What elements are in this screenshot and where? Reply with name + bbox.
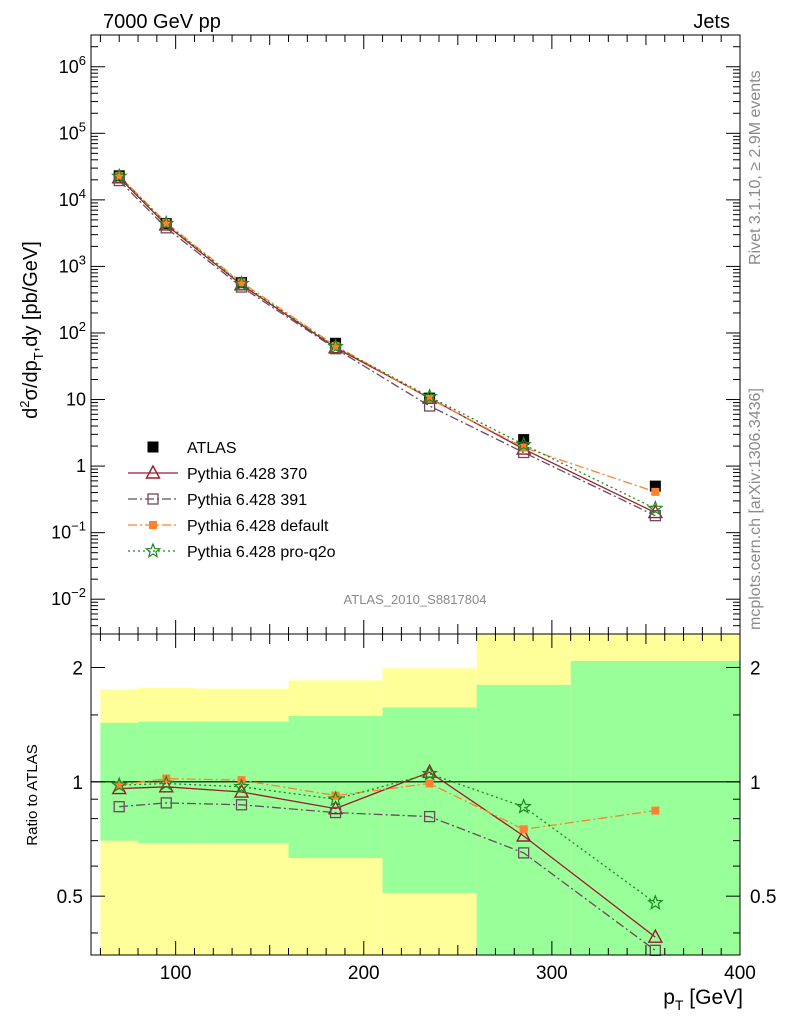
legend-label-pq2o: Pythia 6.428 pro-q2o bbox=[187, 544, 336, 561]
main-series-line-p370 bbox=[118, 177, 656, 514]
mcplots-label: mcplots.cern.ch [arXiv:1306.3436] bbox=[747, 388, 764, 630]
ratio-point-p391 bbox=[329, 806, 342, 819]
ratio-band-inner bbox=[288, 716, 383, 859]
main-y-tick-label: 10−2 bbox=[51, 585, 86, 609]
main-point-pq2o bbox=[421, 388, 438, 404]
main-point-pq2o bbox=[233, 275, 250, 291]
ratio-point-pq2o bbox=[233, 778, 250, 794]
legend-label-p391: Pythia 6.428 391 bbox=[187, 492, 307, 509]
legend-label-atlas: ATLAS bbox=[187, 440, 237, 457]
legend-label-p370: Pythia 6.428 370 bbox=[187, 466, 307, 483]
ratio-point-p391 bbox=[113, 801, 125, 813]
legend-marker-p391 bbox=[147, 493, 159, 505]
main-y-tick-label: 10 bbox=[66, 390, 86, 410]
ratio-point-pq2o bbox=[421, 765, 438, 781]
ratio-point-pq2o bbox=[327, 790, 344, 807]
main-y-tick-label: 103 bbox=[59, 252, 86, 276]
x-tick-label: 100 bbox=[160, 963, 192, 984]
main-point-pq2o bbox=[157, 214, 175, 231]
legend: ATLAS Pythia 6.428 370 Pythia 6.428 391 Pyt… bbox=[128, 440, 336, 561]
main-point-pq2o bbox=[327, 338, 344, 354]
main-point-pdefault bbox=[237, 278, 246, 287]
ratio-frame bbox=[90, 633, 741, 956]
ratio-point-pdefault bbox=[331, 791, 340, 800]
legend-marker-pq2o bbox=[144, 542, 162, 559]
ratio-point-pq2o bbox=[111, 776, 128, 793]
ratio-y-axis-label: Ratio to ATLAS bbox=[24, 744, 41, 845]
ratio-point-pdefault bbox=[425, 779, 434, 788]
main-point-pq2o bbox=[111, 167, 128, 184]
ratio-point-pdefault bbox=[651, 806, 660, 815]
x-tick-label: 200 bbox=[348, 963, 380, 984]
main-point-atlas bbox=[649, 480, 661, 492]
header-beam-label: 7000 GeV pp bbox=[103, 11, 221, 33]
legend-marker-atlas bbox=[147, 441, 159, 453]
ratio-point-p391 bbox=[518, 847, 530, 859]
ratio-band-inner bbox=[382, 707, 477, 893]
ratio-point-pq2o bbox=[647, 894, 664, 910]
ratio-point-pq2o bbox=[157, 774, 175, 791]
ratio-point-pdefault bbox=[519, 825, 528, 834]
ratio-point-p391 bbox=[235, 799, 248, 811]
main-y-axis-label: d2σ/dpT,dy [pb/GeV] bbox=[17, 241, 46, 419]
ratio-band-inner bbox=[476, 684, 571, 955]
ratio-y-tick-label: 2 bbox=[72, 658, 83, 679]
main-series-line-pq2o bbox=[118, 175, 656, 510]
main-point-pdefault bbox=[651, 487, 660, 496]
rivet-version-label: Rivet 3.1.10, ≥ 2.9M events bbox=[747, 70, 764, 265]
ratio-panel: 0.5 0.5 1 1 2 2 100 200 300 400 bbox=[57, 633, 776, 984]
ratio-y-tick-label: 0.5 bbox=[57, 887, 83, 908]
main-point-pdefault bbox=[162, 218, 171, 227]
x-tick-label: 300 bbox=[536, 963, 568, 984]
ratio-y-tick-label-right: 1 bbox=[750, 773, 761, 794]
ratio-point-pdefault bbox=[162, 774, 171, 783]
ratio-series-line-p391 bbox=[119, 802, 656, 951]
header-observable-label: Jets bbox=[693, 11, 730, 33]
main-y-tick-label: 105 bbox=[59, 119, 86, 143]
ratio-point-pdefault bbox=[115, 781, 124, 790]
ratio-point-pq2o bbox=[515, 798, 532, 814]
ratio-y-tick-label: 1 bbox=[72, 773, 83, 794]
ratio-y-tick-label-right: 0.5 bbox=[750, 887, 776, 908]
main-point-pdefault bbox=[115, 171, 124, 180]
x-tick-label: 400 bbox=[724, 963, 756, 984]
ratio-point-p370 bbox=[647, 928, 664, 943]
x-axis-label: pT [GeV] bbox=[663, 986, 743, 1013]
main-point-pdefault bbox=[425, 394, 434, 403]
ratio-y-tick-label-right: 2 bbox=[750, 658, 761, 679]
ratio-point-p370 bbox=[515, 827, 532, 842]
main-point-p391 bbox=[649, 510, 661, 522]
legend-label-pdefault: Pythia 6.428 default bbox=[187, 518, 329, 535]
main-y-tick-label: 1 bbox=[76, 456, 86, 476]
legend-marker-pdefault bbox=[149, 521, 157, 529]
main-y-tick-label: 102 bbox=[59, 319, 86, 343]
ratio-point-p391 bbox=[160, 797, 172, 809]
legend-marker-p370 bbox=[145, 464, 161, 479]
main-y-tick-label: 106 bbox=[59, 53, 86, 77]
main-point-pq2o bbox=[515, 435, 532, 452]
main-point-atlas bbox=[518, 434, 530, 446]
main-y-tick-label: 10−1 bbox=[51, 519, 86, 543]
main-point-pdefault bbox=[331, 341, 340, 350]
ratio-point-p391 bbox=[423, 810, 436, 823]
main-y-tick-label: 104 bbox=[59, 186, 86, 210]
main-point-pq2o bbox=[647, 499, 664, 516]
analysis-id-label: ATLAS_2010_S8817804 bbox=[344, 592, 487, 607]
